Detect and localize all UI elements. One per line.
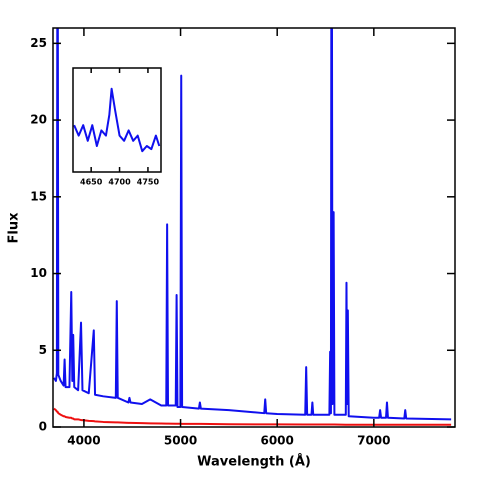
y-tick-label: 5 bbox=[39, 343, 47, 357]
y-tick-label: 20 bbox=[30, 113, 47, 127]
x-tick-label: 4000 bbox=[67, 434, 100, 448]
series-line bbox=[53, 28, 452, 421]
y-axis-label: Flux bbox=[7, 212, 22, 244]
x-tick-label: 4700 bbox=[108, 178, 131, 187]
plot-area bbox=[73, 87, 161, 153]
x-tick-label: 4650 bbox=[80, 178, 103, 187]
x-tick-label: 7000 bbox=[357, 434, 390, 448]
x-tick-label: 4750 bbox=[137, 178, 160, 187]
y-tick-label: 0 bbox=[39, 420, 47, 434]
y-tick-label: 10 bbox=[30, 266, 47, 280]
series-line bbox=[53, 407, 452, 426]
y-tick-label: 25 bbox=[30, 36, 47, 50]
y-tick-label: 15 bbox=[30, 189, 47, 203]
x-axis-label: Wavelength (Å) bbox=[197, 454, 311, 470]
plot-frame bbox=[52, 27, 456, 428]
x-tick-label: 6000 bbox=[260, 434, 293, 448]
plot-frame bbox=[72, 67, 162, 173]
series-line bbox=[73, 87, 161, 153]
plot-area bbox=[53, 28, 452, 426]
x-tick-label: 5000 bbox=[164, 434, 197, 448]
